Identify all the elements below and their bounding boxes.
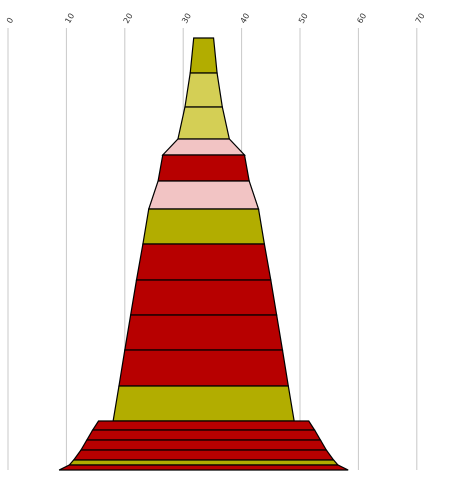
funnel-band-17 <box>67 459 340 466</box>
x-tick-label-40: 40 <box>239 12 252 25</box>
x-tick-label-50: 50 <box>297 12 310 25</box>
funnel-band-2 <box>184 72 224 108</box>
funnel-band-8 <box>135 243 272 281</box>
funnel-band-13 <box>91 420 316 431</box>
x-tick-label-10: 10 <box>63 12 76 25</box>
x-tick-label-70: 70 <box>414 12 427 25</box>
funnel-band-6 <box>147 180 260 210</box>
funnel-band-16 <box>72 449 335 461</box>
funnel-bands <box>58 37 349 471</box>
funnel-band-5 <box>157 154 250 182</box>
x-axis-tick-labels: 0 10 20 30 40 50 60 70 <box>5 12 427 25</box>
x-tick-label-60: 60 <box>355 12 368 25</box>
funnel-band-4 <box>161 138 246 156</box>
funnel-band-7 <box>142 208 266 245</box>
funnel-band-1 <box>189 37 218 74</box>
funnel-band-18 <box>58 464 349 471</box>
funnel-band-11 <box>118 349 290 387</box>
funnel-band-9 <box>129 279 278 316</box>
funnel-band-15 <box>79 439 328 451</box>
funnel-band-14 <box>85 429 322 441</box>
x-tick-label-0: 0 <box>5 16 15 25</box>
funnel-band-3 <box>177 106 231 140</box>
funnel-band-10 <box>124 314 284 351</box>
x-tick-label-20: 20 <box>122 12 135 25</box>
funnel-band-12 <box>112 385 295 422</box>
x-tick-label-30: 30 <box>180 12 193 25</box>
